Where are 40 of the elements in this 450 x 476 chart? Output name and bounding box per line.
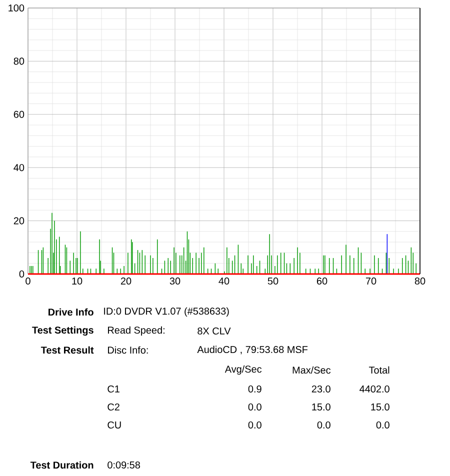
text: 15.0: [312, 403, 330, 411]
x-tick-label: 40: [218, 278, 230, 285]
text: C2: [108, 403, 120, 411]
y-tick-label: 0: [19, 270, 24, 278]
text: 23.0: [312, 385, 330, 393]
text: 4402.0: [360, 385, 390, 393]
text: ID:0 DVDR V1.07 (#538633): [104, 307, 229, 317]
text: 8X CLV: [198, 327, 231, 335]
text: Drive Info: [48, 308, 94, 316]
text: 0.9: [248, 385, 262, 393]
text: C1: [108, 385, 120, 393]
x-tick-label: 60: [316, 278, 328, 285]
text: Max/Sec: [292, 366, 331, 374]
text: Test Settings: [32, 326, 94, 336]
text: Disc Info:: [108, 346, 148, 354]
text: Test Result: [40, 346, 94, 354]
text: 0.0: [317, 421, 330, 429]
text: 0:09:58: [108, 461, 140, 469]
x-tick-label: 80: [414, 278, 426, 285]
x-tick-label: 30: [170, 278, 180, 285]
y-tick-label: 60: [14, 110, 24, 118]
y-tick-label: 20: [14, 217, 24, 224]
x-tick-label: 70: [366, 278, 376, 285]
y-tick-label: 40: [14, 164, 24, 172]
text: AudioCD , 79:53.68 MSF: [197, 346, 308, 354]
y-tick-label: 80: [14, 58, 24, 65]
text: Test Duration: [30, 461, 94, 469]
x-tick-label: 50: [268, 278, 278, 285]
x-tick-label: 10: [72, 278, 82, 285]
x-tick-label: 0: [26, 278, 30, 285]
y-tick-label: 100: [8, 4, 24, 12]
text: Total: [368, 366, 390, 374]
text: Avg/Sec: [224, 365, 262, 375]
text: 0.0: [248, 403, 262, 411]
text: CU: [108, 421, 121, 429]
text: Read Speed:: [108, 326, 164, 336]
text: 15.0: [371, 403, 390, 411]
x-tick-label: 20: [120, 278, 132, 285]
text: 0.0: [248, 421, 262, 429]
text: 0.0: [376, 421, 390, 429]
